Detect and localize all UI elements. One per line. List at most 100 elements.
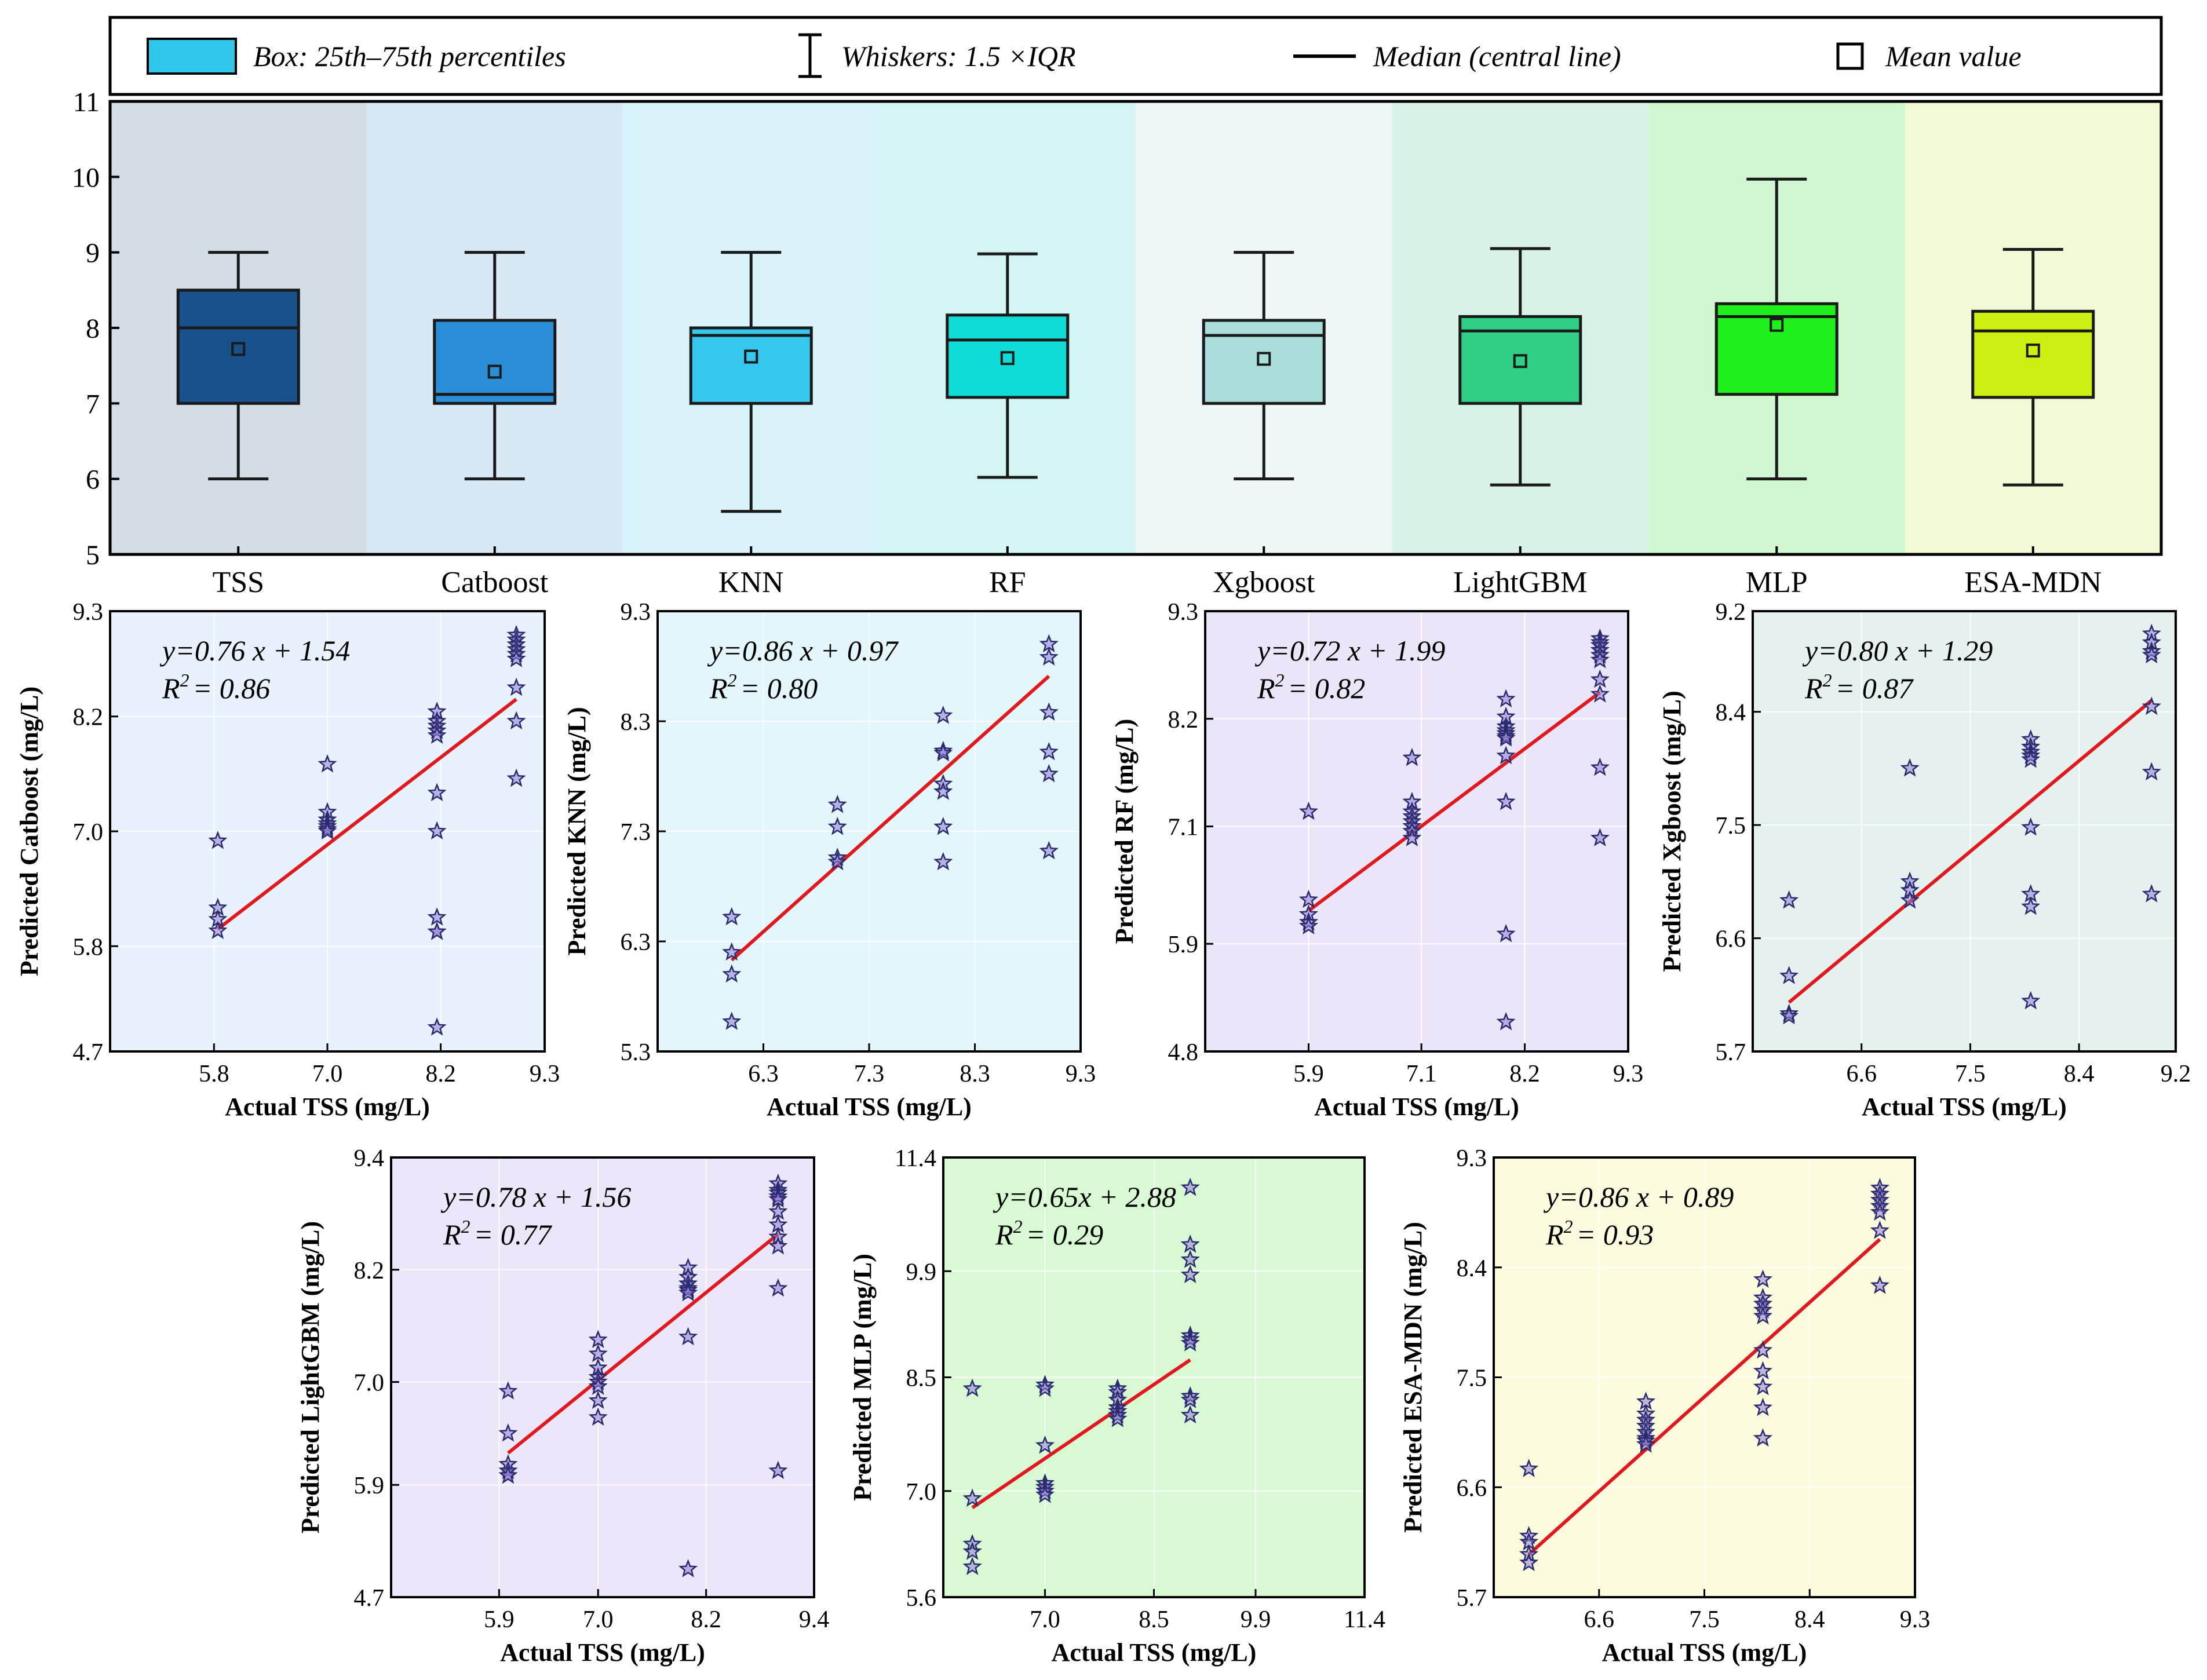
r-squared: R2 = 0.80	[709, 670, 818, 704]
data-point	[1039, 764, 1059, 783]
y-tick-label: 5.9	[354, 1473, 385, 1499]
data-point	[506, 711, 526, 730]
x-tick-label: 7.0	[312, 1061, 343, 1087]
mean-marker	[2026, 344, 2040, 358]
data-point	[1496, 791, 1516, 810]
y-tick-label: 7.0	[906, 1479, 937, 1506]
x-tick-label: 7.0	[583, 1606, 614, 1633]
data-point	[427, 1017, 447, 1036]
regression-line	[730, 674, 1050, 962]
y-axis-title: Predicted Catboost (mg/L)	[15, 686, 43, 976]
y-axis-title: Predicted KNN (mg/L)	[563, 707, 591, 955]
r2-symbol: R	[995, 1218, 1013, 1251]
category-label: LightGBM	[1453, 566, 1587, 599]
data-point	[1590, 684, 1610, 703]
r2-superscript: 2	[728, 670, 737, 691]
y-tick-label: 9.3	[1168, 599, 1199, 626]
data-point	[1779, 966, 1799, 984]
data-point	[427, 783, 447, 802]
data-point	[827, 816, 847, 835]
r2-value: = 0.93	[1577, 1218, 1654, 1251]
y-tick-label: 4.7	[73, 1039, 104, 1066]
data-point	[588, 1407, 608, 1426]
r2-value: = 0.86	[193, 672, 271, 704]
y-tick-label: 9.2	[1716, 599, 1746, 626]
data-point	[933, 816, 953, 835]
data-point	[1753, 1269, 1773, 1288]
iqr-box	[1971, 309, 2095, 399]
y-tick-label: 7.5	[1716, 813, 1746, 839]
data-point	[768, 1460, 788, 1480]
data-point	[827, 852, 847, 871]
data-point	[1753, 1361, 1773, 1380]
data-point	[2021, 991, 2041, 1010]
data-point	[1870, 1221, 1889, 1239]
data-point	[1180, 1333, 1200, 1352]
x-tick-label: 8.2	[1509, 1061, 1540, 1087]
r2-superscript: 2	[461, 1216, 470, 1237]
legend-whisker-icon	[798, 33, 822, 78]
x-axis-title: Actual TSS (mg/L)	[1862, 1093, 2067, 1121]
data-point	[1039, 742, 1059, 761]
data-point	[933, 852, 953, 871]
y-tick-label: 10	[72, 162, 100, 193]
scatter-panel-mlp: 7.0 8.5 9.9 11.4 5.6 7.0 8.5 9.9 11.4 Actual TSS …	[848, 1145, 1385, 1667]
y-tick-label: 7.1	[1168, 815, 1199, 841]
regression-line	[217, 697, 517, 931]
data-point	[678, 1559, 698, 1577]
data-point	[962, 1378, 982, 1397]
data-point	[722, 964, 742, 983]
data-point	[1039, 647, 1059, 666]
category-label: MLP	[1746, 566, 1808, 599]
plot-frame	[1752, 610, 2177, 1053]
y-tick-label: 6.3	[621, 929, 651, 956]
x-tick-label: 8.4	[2064, 1061, 2095, 1087]
r2-value: = 0.82	[1288, 672, 1366, 704]
regression-equation: y=0.80 x + 1.29	[1802, 634, 1993, 667]
data-point	[962, 1542, 982, 1560]
box-lightgbm	[1458, 247, 1582, 487]
x-axis-title: Actual TSS (mg/L)	[767, 1093, 972, 1121]
data-point	[933, 781, 953, 800]
data-point	[2021, 749, 2041, 768]
data-point	[427, 725, 447, 744]
data-point	[722, 942, 742, 961]
x-tick-label: 8.3	[960, 1061, 990, 1087]
y-axis-title: Predicted Xgboost (mg/L)	[1658, 691, 1686, 972]
scatter-panel-xgboost: 6.6 7.5 8.4 9.2 5.7 6.6 7.5 8.4 9.2 Actual TSS (m…	[1658, 599, 2191, 1121]
y-tick-label: 5.8	[73, 934, 104, 960]
category-label: Xgboost	[1213, 566, 1315, 599]
data-point	[506, 768, 526, 787]
data-point	[678, 1327, 698, 1346]
regression-line	[1788, 699, 2153, 1004]
y-tick-label: 7	[86, 389, 100, 419]
data-point	[427, 821, 447, 840]
x-tick-label: 6.6	[1846, 1061, 1877, 1087]
y-tick-label: 7.3	[621, 819, 651, 846]
data-point	[1590, 828, 1610, 846]
category-label: ESA-MDN	[1964, 566, 2102, 599]
y-tick-label: 9.4	[354, 1145, 385, 1172]
data-point	[588, 1376, 608, 1395]
data-point	[722, 907, 742, 926]
regression-line	[1307, 691, 1602, 912]
r-squared: R2 = 0.29	[995, 1216, 1103, 1251]
y-tick-label: 8.5	[906, 1365, 937, 1392]
r2-value: = 0.77	[474, 1218, 553, 1251]
data-point	[1779, 890, 1799, 909]
category-label: TSS	[212, 566, 264, 599]
x-tick-label: 8.4	[1794, 1606, 1825, 1633]
data-point	[1402, 747, 1422, 766]
data-point	[962, 1557, 982, 1575]
y-tick-label: 5.3	[621, 1039, 651, 1066]
box-rf	[946, 252, 1070, 479]
y-tick-label: 8	[86, 313, 100, 344]
data-points	[498, 1173, 788, 1577]
data-point	[208, 921, 228, 940]
scatter-panel-esa-mdn: 6.6 7.5 8.4 9.3 5.7 6.6 7.5 8.4 9.3 Actual TSS (m…	[1399, 1145, 1930, 1667]
data-point	[1496, 746, 1516, 765]
data-point	[588, 1343, 608, 1363]
data-point	[1753, 1428, 1773, 1447]
data-points	[722, 634, 1059, 1030]
y-tick-label: 7.5	[1457, 1365, 1487, 1392]
